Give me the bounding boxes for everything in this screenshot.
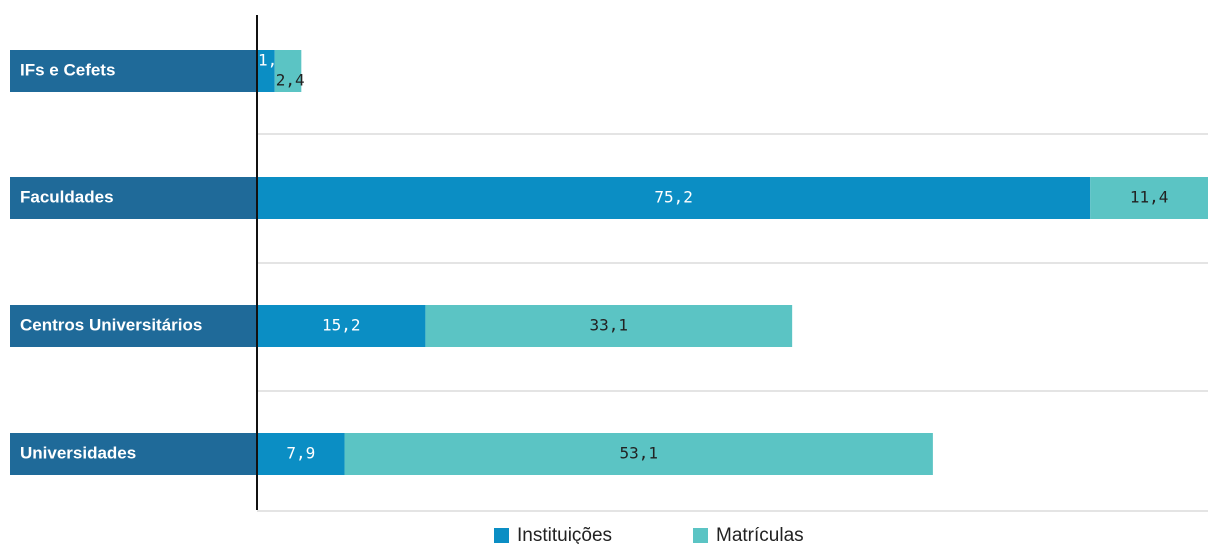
bar-segment (1090, 177, 1208, 219)
value-label: 53,1 (619, 444, 658, 463)
category-box (10, 433, 257, 475)
category-label: Centros Universitários (20, 315, 202, 334)
value-label: 7,9 (286, 444, 315, 463)
category-label: Universidades (20, 443, 136, 462)
legend-label: Matrículas (716, 525, 804, 544)
value-label: 33,1 (590, 316, 629, 335)
category-box (10, 50, 257, 92)
bar-segment (425, 305, 793, 347)
value-label: 2,4 (276, 71, 305, 90)
category-box (10, 177, 257, 219)
bar-segment (344, 433, 933, 475)
category-label: IFs e Cefets (20, 60, 115, 79)
category-box (10, 305, 257, 347)
value-label: 11,4 (1130, 188, 1169, 207)
legend-swatch (494, 528, 509, 543)
bar-segment (274, 50, 302, 92)
value-label: 15,2 (322, 316, 361, 335)
bar-segment (257, 50, 275, 92)
legend-swatch (693, 528, 708, 543)
bar-segment (257, 305, 426, 347)
legend-label: Instituições (517, 525, 612, 544)
bar-segment (257, 177, 1091, 219)
category-label: Faculdades (20, 187, 114, 206)
value-label: 75,2 (654, 188, 693, 207)
bar-segment (257, 433, 345, 475)
